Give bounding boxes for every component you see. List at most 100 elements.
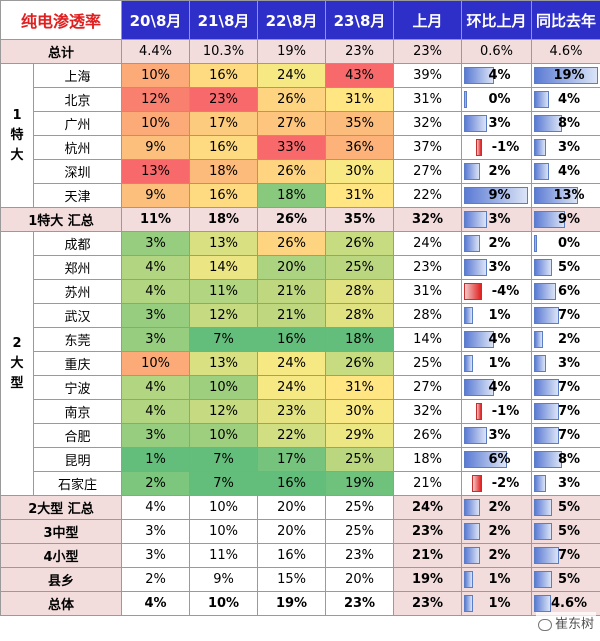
- summary-value: 20%: [325, 567, 395, 592]
- city-name: 成都: [32, 231, 123, 256]
- mom-cell: 2%: [461, 519, 533, 544]
- mom-value: 1%: [488, 572, 511, 587]
- yoy-bar: [534, 115, 563, 132]
- total-label: 总计: [0, 39, 123, 64]
- mom-bar: [464, 427, 488, 444]
- mom-cell: 4%: [461, 63, 533, 88]
- mom-bar: [464, 163, 481, 180]
- heat-cell: 3%: [121, 423, 191, 448]
- heat-cell: 9%: [121, 135, 191, 160]
- heat-cell: 10%: [121, 111, 191, 136]
- heat-cell: 19%: [325, 471, 395, 496]
- last-month-cell: 21%: [393, 471, 463, 496]
- mom-value: 4%: [488, 332, 511, 347]
- yoy-bar: [534, 355, 547, 372]
- city-name: 合肥: [32, 423, 123, 448]
- summary-last-month: 21%: [393, 543, 463, 568]
- mom-negative-bar: [476, 139, 483, 156]
- yoy-cell: 5%: [531, 519, 600, 544]
- yoy-value: 6%: [557, 284, 581, 299]
- heat-cell: 24%: [257, 63, 327, 88]
- table-row: 广州 10% 17% 27% 35% 32% 3% 8%: [1, 111, 600, 136]
- summary-last-month: 23%: [393, 519, 463, 544]
- mom-value: -1%: [491, 404, 520, 419]
- mom-cell: 1%: [461, 303, 533, 328]
- yoy-value: 7%: [557, 404, 581, 419]
- summary-row: 县乡 2% 9% 15% 20% 19% 1% 5%: [0, 567, 600, 592]
- summary-value: 11%: [121, 207, 191, 232]
- city-name: 北京: [32, 87, 123, 112]
- yoy-bar: [534, 523, 553, 540]
- yoy-value: 7%: [557, 308, 581, 323]
- heat-cell: 18%: [257, 183, 327, 208]
- mom-negative-bar: [476, 403, 483, 420]
- yoy-bar: [534, 283, 557, 300]
- summary-value: 23%: [325, 591, 395, 616]
- heat-cell: 21%: [257, 279, 327, 304]
- yoy-bar: [534, 451, 563, 468]
- mom-cell: 3%: [461, 111, 533, 136]
- city-name: 上海: [32, 63, 123, 88]
- last-month-cell: 39%: [393, 63, 463, 88]
- yoy-cell: 19%: [531, 63, 600, 88]
- heat-cell: 7%: [189, 471, 259, 496]
- mom-cell: 9%: [461, 183, 533, 208]
- summary-value: 16%: [257, 543, 327, 568]
- heat-cell: 1%: [121, 447, 191, 472]
- heat-cell: 13%: [189, 351, 259, 376]
- yoy-bar: [534, 595, 552, 612]
- summary-value: 15%: [257, 567, 327, 592]
- heat-cell: 31%: [325, 375, 395, 400]
- mom-cell: 3%: [461, 255, 533, 280]
- last-month-cell: 31%: [393, 279, 463, 304]
- summary-value: 10%: [189, 591, 259, 616]
- mom-value: 2%: [488, 164, 511, 179]
- heat-cell: 26%: [257, 231, 327, 256]
- heat-cell: 7%: [189, 447, 259, 472]
- heat-cell: 11%: [189, 279, 259, 304]
- yoy-bar: [534, 211, 566, 228]
- table-row: 2 大 型成都 3% 13% 26% 26% 24% 2% 0%: [0, 231, 600, 496]
- summary-value: 25%: [325, 495, 395, 520]
- yoy-value: 5%: [557, 260, 581, 275]
- mom-negative-bar: [472, 475, 483, 492]
- summary-row: 3中型 3% 10% 20% 25% 23% 2% 5%: [0, 519, 600, 544]
- mom-cell: -2%: [461, 471, 533, 496]
- summary-value: 4%: [121, 591, 191, 616]
- mom-cell: -1%: [461, 135, 533, 160]
- table-row: 深圳 13% 18% 26% 30% 27% 2% 4%: [1, 159, 600, 184]
- summary-value: 20%: [257, 495, 327, 520]
- yoy-value: 4.6%: [550, 596, 588, 611]
- total-row: 总计 4.4% 10.3% 19% 23% 23% 0.6% 4.6%: [0, 39, 600, 64]
- watermark-logo: 崔东树: [535, 612, 596, 633]
- summary-row: 总体 4% 10% 19% 23% 23% 1% 4.6%: [0, 591, 600, 616]
- summary-label: 3中型: [0, 519, 123, 544]
- col-header-2023: 23\8月: [325, 0, 395, 40]
- mom-value: 4%: [488, 380, 511, 395]
- summary-last-month: 19%: [393, 567, 463, 592]
- last-month-cell: 28%: [393, 303, 463, 328]
- heat-cell: 31%: [325, 87, 395, 112]
- yoy-cell: 4.6%: [531, 591, 600, 616]
- heat-cell: 4%: [121, 279, 191, 304]
- city-name: 昆明: [32, 447, 123, 472]
- heat-cell: 13%: [121, 159, 191, 184]
- heat-cell: 13%: [189, 231, 259, 256]
- heat-cell: 14%: [189, 255, 259, 280]
- heat-cell: 31%: [325, 183, 395, 208]
- summary-last-month: 23%: [393, 591, 463, 616]
- summary-label: 县乡: [0, 567, 123, 592]
- yoy-value: 3%: [557, 476, 581, 491]
- mom-bar: [464, 499, 481, 516]
- yoy-bar: [534, 547, 560, 564]
- heat-cell: 7%: [189, 327, 259, 352]
- yoy-value: 5%: [557, 572, 581, 587]
- yoy-cell: 8%: [531, 447, 600, 472]
- mom-cell: 6%: [461, 447, 533, 472]
- mom-bar: [464, 595, 474, 612]
- heat-cell: 17%: [257, 447, 327, 472]
- heat-cell: 16%: [257, 327, 327, 352]
- mom-bar: [464, 259, 488, 276]
- heat-cell: 9%: [121, 183, 191, 208]
- last-month-cell: 32%: [393, 111, 463, 136]
